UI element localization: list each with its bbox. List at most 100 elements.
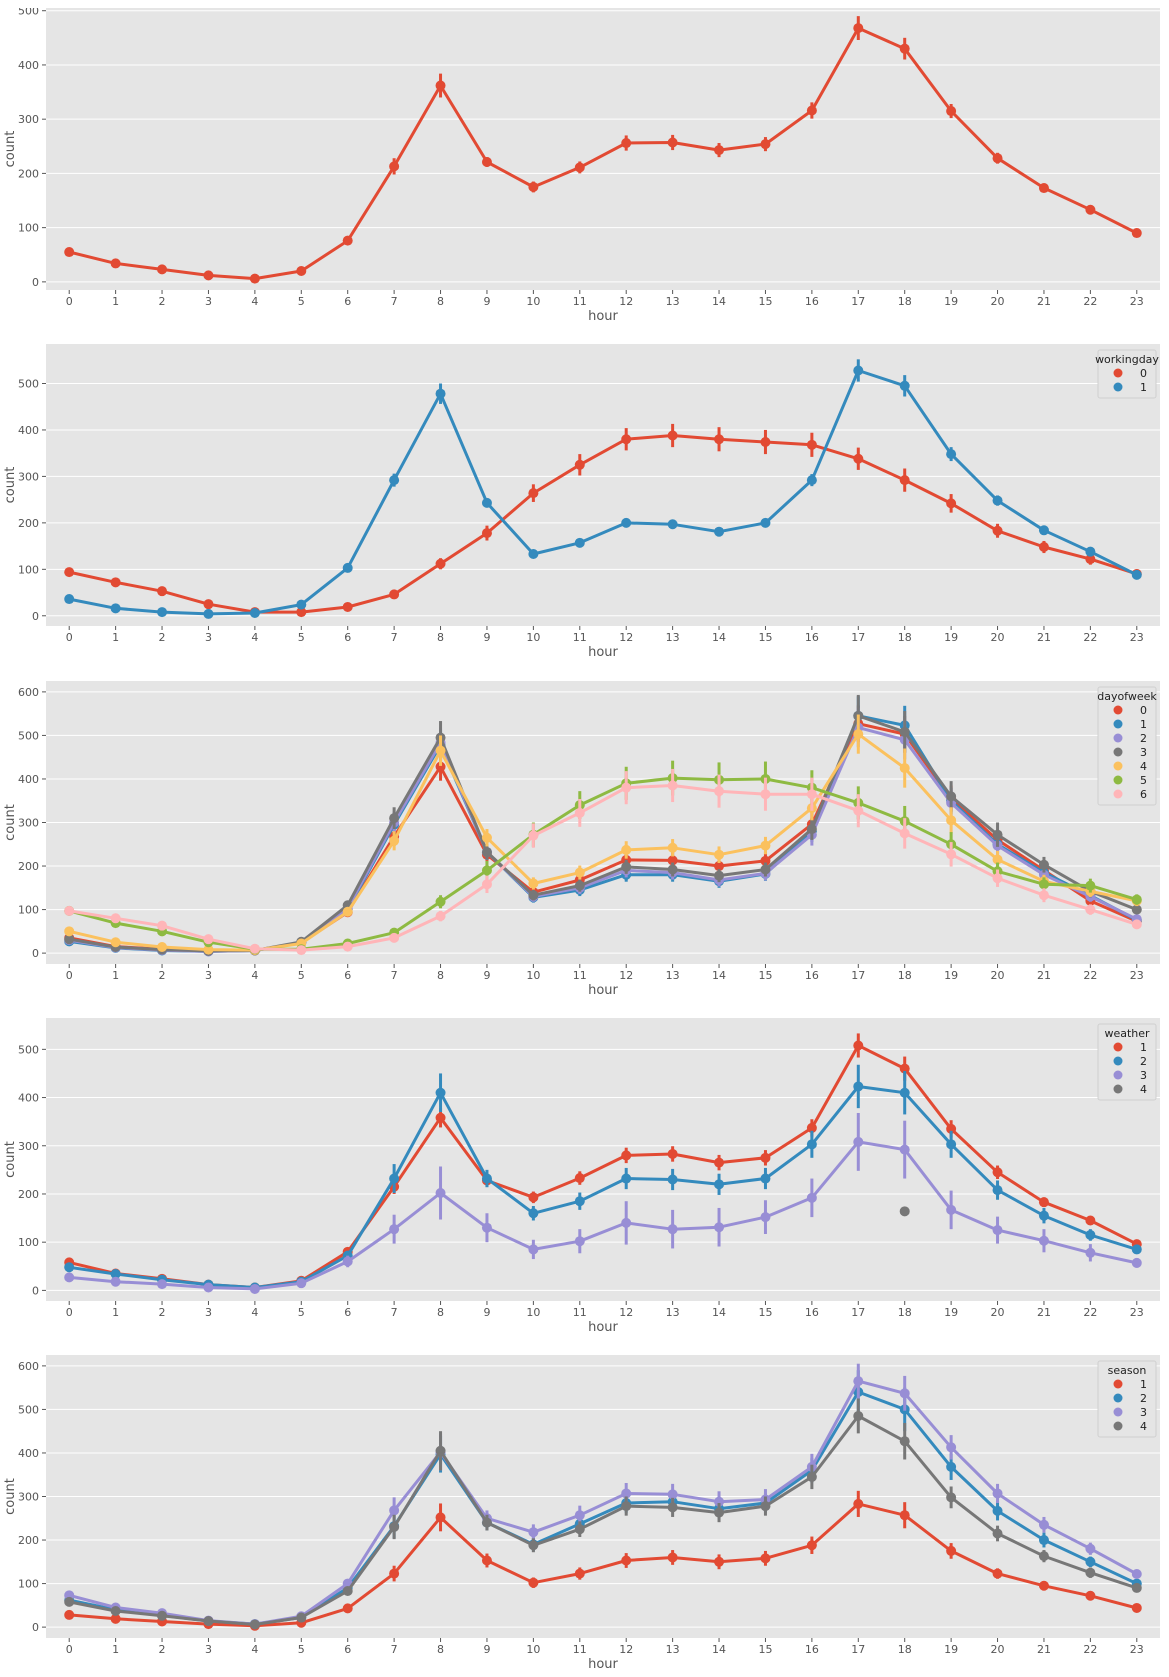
data-point [481,1222,492,1233]
data-point [574,867,585,878]
series-line [68,784,1138,952]
data-point [528,181,539,192]
legend-title: season [1108,1364,1147,1377]
x-tick-label: 1 [112,631,119,644]
legend-title: dayofweek [1097,690,1157,703]
x-tick-label: 17 [851,295,865,308]
data-point [528,890,539,901]
data-point [760,517,771,528]
data-point [342,1256,353,1267]
data-point [899,1436,910,1447]
x-tick-label: 21 [1037,969,1051,982]
x-tick-label: 12 [619,969,633,982]
data-point [946,1139,957,1150]
legend-label: 4 [1140,1420,1147,1433]
x-tick-label: 15 [758,1306,772,1319]
series-line [68,26,1138,281]
data-point [203,1616,214,1627]
data-point [574,1236,585,1247]
y-tick-label: 200 [18,1188,39,1201]
y-tick-label: 100 [18,563,39,576]
data-point [899,828,910,839]
data-point [435,1112,446,1123]
data-point [1085,880,1096,891]
data-point [1038,542,1049,553]
data-point [574,459,585,470]
x-tick-label: 9 [483,1643,490,1656]
data-point [1038,1551,1049,1562]
legend-marker [1113,775,1123,785]
data-point [992,1528,1003,1539]
data-point [203,599,214,610]
y-axis-label: count [3,131,18,168]
data-point [760,789,771,800]
data-point [157,586,168,597]
data-point [806,1471,817,1482]
data-point [296,266,307,277]
data-point [481,497,492,508]
data-point [435,896,446,907]
x-tick-label: 4 [251,969,258,982]
x-tick-label: 17 [851,1643,865,1656]
data-point [389,835,400,846]
data-point [435,80,446,91]
y-tick-label: 200 [18,860,39,873]
legend-marker [1113,368,1123,378]
data-point [157,1279,168,1290]
data-point [157,1610,168,1621]
data-point [1131,1257,1142,1268]
data-point [853,729,864,740]
data-point [899,763,910,774]
data-point [203,270,214,281]
data-point [296,607,307,618]
data-point [621,1217,632,1228]
x-tick-label: 20 [991,631,1005,644]
data-point [621,1173,632,1184]
data-point [667,1224,678,1235]
data-point [621,854,632,865]
legend-frame [1097,349,1157,399]
data-point [992,1488,1003,1499]
x-tick-label: 16 [805,295,819,308]
data-point [621,1555,632,1566]
data-point [667,864,678,875]
data-point [946,1123,957,1134]
data-point [435,1512,446,1523]
data-point [946,791,957,802]
data-point [667,430,678,441]
data-point [853,1081,864,1092]
y-tick-label: 100 [18,904,39,917]
data-point [621,138,632,149]
x-tick-label: 16 [805,969,819,982]
data-point [342,562,353,573]
data-point [64,247,75,258]
data-point [435,1087,446,1098]
legend-marker [1113,1421,1123,1431]
x-tick-label: 11 [573,1306,587,1319]
x-tick-label: 8 [437,969,444,982]
data-point [621,782,632,793]
data-point [249,273,260,284]
data-point [1131,904,1142,915]
data-point [667,1174,678,1185]
x-tick-label: 7 [391,969,398,982]
x-tick-label: 13 [666,1643,680,1656]
x-tick-label: 12 [619,295,633,308]
x-tick-label: 14 [712,631,726,644]
data-point [946,1461,957,1472]
y-tick-label: 300 [18,470,39,483]
data-point [435,388,446,399]
data-point [389,932,400,943]
data-point [946,1492,957,1503]
data-point [110,937,121,948]
series-4 [64,1398,1142,1630]
y-tick-label: 200 [18,517,39,530]
x-tick-label: 5 [298,631,305,644]
y-axis-label: count [3,1478,18,1515]
legend-label: 1 [1140,1041,1147,1054]
x-tick-label: 8 [437,1306,444,1319]
x-tick-label: 0 [66,1306,73,1319]
data-point [389,1505,400,1516]
